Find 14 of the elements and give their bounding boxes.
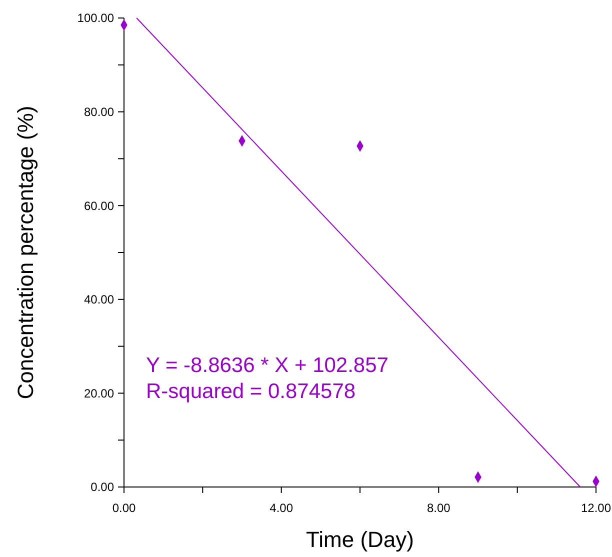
x-tick-label: 4.00 <box>270 501 294 515</box>
y-tick-label: 0.00 <box>90 480 114 494</box>
y-tick-label: 80.00 <box>84 105 114 119</box>
y-tick-label: 100.00 <box>77 11 114 26</box>
annotation: R-squared = 0.874578 <box>146 380 356 403</box>
x-axis-title: Time (Day) <box>306 527 414 552</box>
y-tick-label: 40.00 <box>84 292 114 307</box>
x-tick-label: 0.00 <box>112 501 136 515</box>
y-tick-label: 60.00 <box>84 198 114 213</box>
y-tick-label: 20.00 <box>84 386 114 400</box>
x-tick-label: 8.00 <box>426 501 451 515</box>
y-axis-title: Concentration percentage (%) <box>13 106 38 400</box>
annotation: Y = -8.8636 * X + 102.857 <box>146 354 388 377</box>
x-tick-label: 12.00 <box>580 501 612 515</box>
